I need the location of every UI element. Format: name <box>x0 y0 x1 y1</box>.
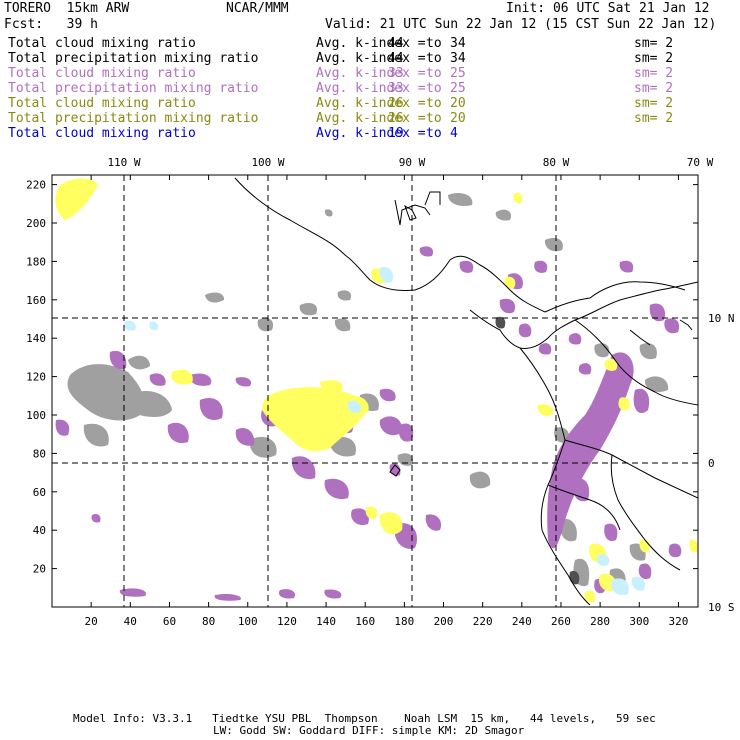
coastlines <box>234 177 698 606</box>
organization-label: NCAR/MMM <box>226 1 289 16</box>
x-tick-label: 120 <box>277 615 297 628</box>
legend-field-name: Total precipitation mixing ratio <box>8 111 259 126</box>
legend-smoothing: sm= 2 <box>634 51 674 66</box>
longitude-labels: 110 W 100 W 90 W 80 W 70 W <box>107 156 713 169</box>
legend-smoothing: sm= 2 <box>634 81 674 96</box>
legend-smoothing: sm= 2 <box>634 66 674 81</box>
x-tick-label: 160 <box>355 615 375 628</box>
y-tick-label: 140 <box>26 332 46 345</box>
x-tick-label: 240 <box>512 615 532 628</box>
x-tick-label: 320 <box>668 615 688 628</box>
longitude-label: 80 W <box>543 156 570 169</box>
legend-kindex-label: Avg. k-index = <box>316 126 426 141</box>
legend-kindex-from: 33 <box>388 81 404 96</box>
y-tick-label: 200 <box>26 217 46 230</box>
legend-field-name: Total precipitation mixing ratio <box>8 51 259 66</box>
legend-kindex-label: Avg. k-index = <box>316 111 426 126</box>
legend-kindex-from: 44 <box>388 51 404 66</box>
legend-kindex-from: 44 <box>388 36 404 51</box>
legend-field-name: Total cloud mixing ratio <box>8 66 196 81</box>
legend-smoothing: sm= 2 <box>634 111 674 126</box>
legend-to-word: to <box>426 51 442 66</box>
longitude-label: 100 W <box>251 156 284 169</box>
legend-kindex-label: Avg. k-index = <box>316 51 426 66</box>
physics-info-line: LW: Godd SW: Goddard DIFF: simple KM: 2D… <box>213 724 525 737</box>
x-tick-label: 40 <box>124 615 137 628</box>
x-tick-label: 220 <box>473 615 493 628</box>
x-axis-ticks: 20 40 60 80 100 120 140 160 180 200 220 240 260 280 30… <box>85 175 688 628</box>
y-tick-label: 160 <box>26 294 46 307</box>
valid-time: Valid: 21 UTC Sun 22 Jan 12 (15 CST Sun … <box>325 17 717 32</box>
legend-to-word: to <box>426 126 442 141</box>
legend-smoothing: sm= 2 <box>634 96 674 111</box>
legend-smoothing: sm= 2 <box>634 36 674 51</box>
latitude-label: 0 <box>708 457 715 470</box>
legend-kindex-to: 34 <box>450 51 466 66</box>
latitude-labels: 10 N 0 10 S <box>708 312 735 614</box>
y-axis-ticks: 20 40 60 80 100 120 140 160 180 200 220 <box>26 179 698 576</box>
longitude-label: 70 W <box>687 156 714 169</box>
legend-kindex-from: 26 <box>388 111 404 126</box>
legend-field-name: Total cloud mixing ratio <box>8 36 196 51</box>
x-tick-label: 180 <box>394 615 414 628</box>
x-tick-label: 20 <box>85 615 98 628</box>
x-tick-label: 300 <box>629 615 649 628</box>
x-tick-label: 280 <box>590 615 610 628</box>
latitude-label: 10 S <box>708 601 735 614</box>
x-tick-label: 200 <box>434 615 454 628</box>
legend-to-word: to <box>426 66 442 81</box>
y-tick-label: 60 <box>33 486 46 499</box>
light-blue-field <box>124 266 646 596</box>
x-tick-label: 80 <box>202 615 215 628</box>
legend-to-word: to <box>426 36 442 51</box>
legend-kindex-label: Avg. k-index = <box>316 66 426 81</box>
forecast-fields <box>55 177 698 606</box>
legend-to-word: to <box>426 81 442 96</box>
legend-to-word: to <box>426 96 442 111</box>
x-tick-label: 100 <box>238 615 258 628</box>
legend-to-word: to <box>426 111 442 126</box>
x-tick-label: 140 <box>316 615 336 628</box>
legend-kindex-from: 19 <box>388 126 404 141</box>
y-tick-label: 180 <box>26 255 46 268</box>
legend-kindex-from: 33 <box>388 66 404 81</box>
legend-kindex-to: 4 <box>450 126 458 141</box>
legend-field-name: Total precipitation mixing ratio <box>8 81 259 96</box>
y-tick-label: 220 <box>26 179 46 192</box>
legend-field-name: Total cloud mixing ratio <box>8 126 196 141</box>
legend-kindex-to: 25 <box>450 81 466 96</box>
y-tick-label: 80 <box>33 447 46 460</box>
longitude-label: 90 W <box>399 156 426 169</box>
y-tick-label: 100 <box>26 409 46 422</box>
legend-kindex-to: 25 <box>450 66 466 81</box>
legend-kindex-to: 34 <box>450 36 466 51</box>
legend-kindex-from: 26 <box>388 96 404 111</box>
init-time: Init: 06 UTC Sat 21 Jan 12 <box>506 1 710 16</box>
y-tick-label: 120 <box>26 371 46 384</box>
x-tick-label: 260 <box>551 615 571 628</box>
forecast-hour: Fcst: 39 h <box>4 17 98 32</box>
y-tick-label: 20 <box>33 563 46 576</box>
latitude-label: 10 N <box>708 312 735 325</box>
longitude-label: 110 W <box>107 156 140 169</box>
gray-cloud-field <box>67 193 669 587</box>
plot-frame <box>51 174 699 608</box>
legend-kindex-to: 20 <box>450 96 466 111</box>
y-tick-label: 40 <box>33 524 46 537</box>
legend-kindex-label: Avg. k-index = <box>316 36 426 51</box>
legend-kindex-to: 20 <box>450 111 466 126</box>
legend-kindex-label: Avg. k-index = <box>316 81 426 96</box>
purple-field <box>55 246 682 601</box>
model-info-line: Model Info: V3.3.1 Tiedtke YSU PBL Thomp… <box>73 712 656 725</box>
x-tick-label: 60 <box>163 615 176 628</box>
legend-field-name: Total cloud mixing ratio <box>8 96 196 111</box>
model-title: TORERO 15km ARW <box>4 1 130 16</box>
legend-kindex-label: Avg. k-index = <box>316 96 426 111</box>
yellow-field <box>55 178 698 603</box>
lat-lon-grid <box>52 175 698 607</box>
